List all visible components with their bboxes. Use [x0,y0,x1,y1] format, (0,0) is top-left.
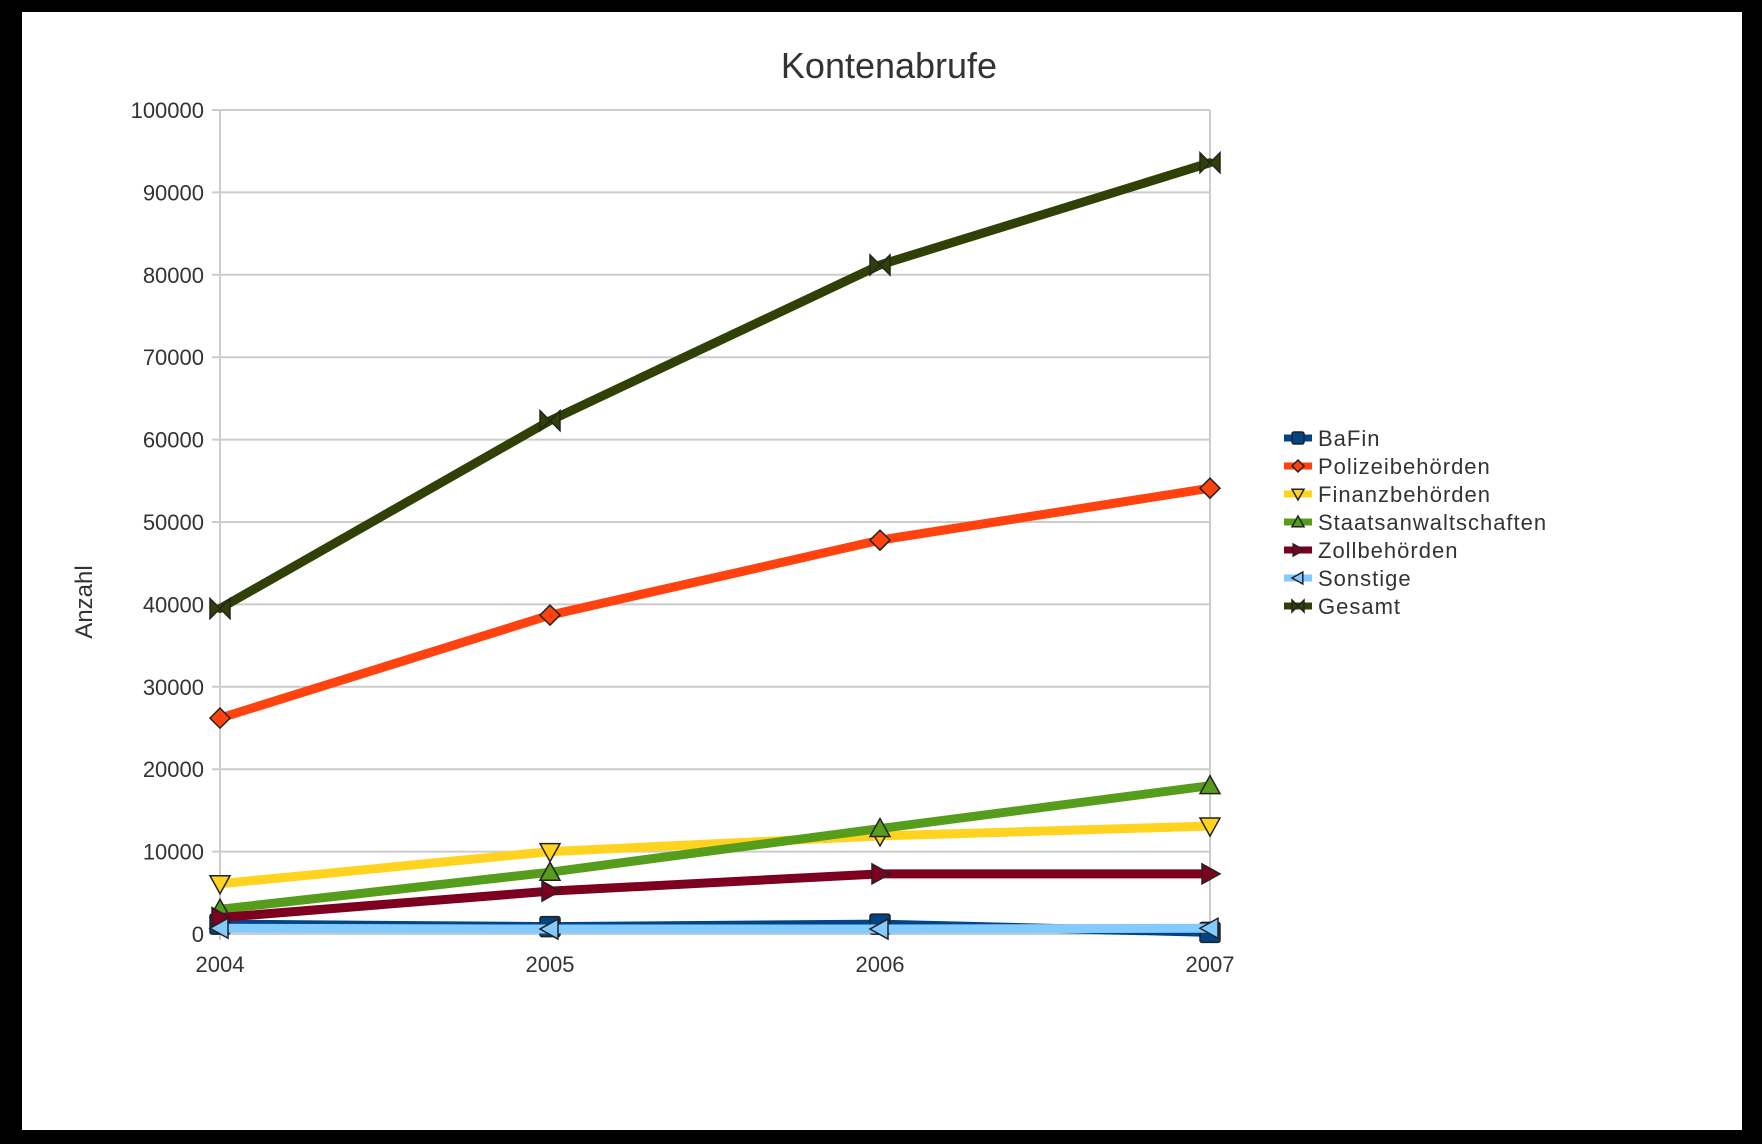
y-tick-label: 40000 [143,592,204,617]
y-tick-label: 60000 [143,428,204,453]
data-point [1198,817,1222,838]
legend-marker [1291,431,1305,445]
y-tick-labels: 0 10000 20000 30000 40000 50000 60000 70000 8000… [131,98,204,947]
data-point [869,253,891,277]
data-point [538,842,562,864]
y-tick-label: 90000 [143,180,204,205]
y-tick-label: 20000 [143,757,204,782]
series-line [215,483,1215,723]
series-line [215,821,1215,889]
legend-item: BaFin [1284,426,1380,451]
series-Zollbehörden [211,862,1222,929]
legend-label: Gesamt [1318,594,1401,619]
data-point [538,860,562,881]
data-point [208,707,232,730]
legend-item: Sonstige [1284,566,1412,591]
legend-item: Finanzbehörden [1284,482,1491,507]
legend-label: Zollbehörden [1318,538,1458,563]
data-point [209,596,231,621]
data-point [1198,916,1219,940]
legend-item: Staatsanwaltschaften [1284,510,1547,535]
data-point [538,917,559,941]
series-Staatsanwaltschaften [208,774,1222,919]
legend-marker [1290,570,1304,586]
data-point [871,862,892,886]
legend-marker [1290,458,1306,474]
series-Gesamt [209,150,1221,621]
series-line [215,781,1215,914]
data-point [1198,477,1222,500]
data-point [868,816,892,838]
legend-item: Polizeibehörden [1284,454,1491,479]
x-tick-label: 2007 [1186,952,1235,977]
y-tick-label: 10000 [143,840,204,865]
y-axis-label: Anzahl [71,565,98,638]
data-point [868,529,892,552]
legend-label: Sonstige [1318,566,1412,591]
x-tick-label: 2004 [196,952,245,977]
line-chart: Kontenabrufe Anzahl 0 10000 20000 30000 4000… [71,45,1547,977]
data-point [541,879,562,903]
legend-label: Staatsanwaltschaften [1318,510,1547,535]
y-tick-label: 50000 [143,510,204,535]
legend-marker [1291,598,1305,614]
data-point [1199,150,1221,175]
legend: BaFin Polizeibehörden Finanzbehörden Staats… [1284,426,1547,619]
data-point [1198,774,1222,795]
series-Polizeibehörden [208,477,1222,730]
data-point [208,874,232,896]
chart-title: Kontenabrufe [781,45,997,86]
data-point [868,917,889,941]
series-line [215,869,1215,923]
series-Sonstige [208,916,1219,941]
legend-marker [1290,488,1306,502]
y-tick-label: 100000 [131,98,204,123]
x-tick-label: 2005 [526,952,575,977]
data-point [1201,862,1222,886]
legend-marker [1290,514,1306,528]
legend-item: Zollbehörden [1284,538,1458,563]
y-tick-label: 0 [192,922,204,947]
legend-label: Finanzbehörden [1318,482,1491,507]
data-point [208,916,229,940]
legend-label: BaFin [1318,426,1380,451]
series-line [215,158,1215,614]
y-tick-label: 70000 [143,345,204,370]
legend-item: Gesamt [1284,594,1401,619]
y-tick-label: 80000 [143,263,204,288]
data-point [538,604,562,627]
series-line [215,923,1215,934]
x-tick-label: 2006 [856,952,905,977]
legend-label: Polizeibehörden [1318,454,1491,479]
chart-frame: Kontenabrufe Anzahl 0 10000 20000 30000 4000… [22,12,1742,1130]
series-group [208,150,1222,944]
y-tick-label: 30000 [143,675,204,700]
legend-marker [1292,542,1306,558]
x-tick-labels: 2004 2005 2006 2007 [196,952,1235,977]
data-point [539,408,561,433]
